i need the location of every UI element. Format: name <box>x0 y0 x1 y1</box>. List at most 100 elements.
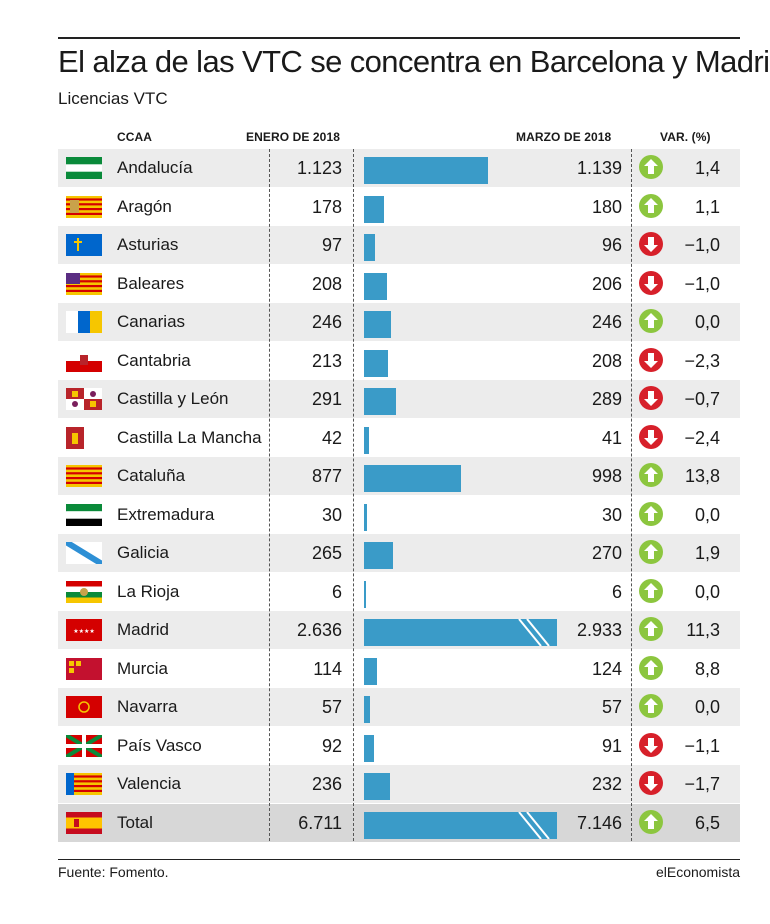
flag-extremadura-icon <box>66 503 102 526</box>
bar <box>364 542 394 569</box>
march-value: 206 <box>591 273 622 294</box>
arrow-down-icon <box>639 732 663 757</box>
table-row: País Vasco 92 91 −1,1 <box>58 727 740 765</box>
region-name: Madrid <box>117 620 169 639</box>
january-value: 92 <box>321 735 342 756</box>
january-value: 57 <box>321 697 342 717</box>
march-value: 96 <box>601 235 622 255</box>
variation-value: 1,4 <box>694 158 720 178</box>
region-name: Murcia <box>117 658 169 678</box>
flag-cataluna-icon <box>66 465 102 487</box>
variation-value: 11,3 <box>686 620 720 640</box>
region-name: Castilla La Mancha <box>117 427 262 447</box>
january-value: 97 <box>321 235 342 255</box>
arrow-up-icon <box>639 501 663 526</box>
column-header-marzo: MARZO DE 2018 <box>516 130 612 144</box>
bar <box>364 811 557 839</box>
march-value: 6 <box>611 581 622 602</box>
march-value: 289 <box>591 389 622 409</box>
bar <box>364 657 377 685</box>
flag-castilla-la-mancha-icon <box>66 426 102 449</box>
table-row: Baleares 208 206 −1,0 <box>58 265 740 303</box>
flag-valencia-icon <box>66 773 102 795</box>
svg-text:★★★★: ★★★★ <box>73 628 95 635</box>
flag-madrid-icon: ★★★★ <box>66 619 102 641</box>
table-row: Cantabria 213 208 −2,3 <box>58 342 740 380</box>
region-name: Total <box>117 812 153 832</box>
variation-value: 6,5 <box>694 812 720 833</box>
arrow-down-icon <box>639 270 663 295</box>
table-row: Valencia 236 232 −1,7 <box>58 765 740 803</box>
variation-value: 13,8 <box>684 466 720 486</box>
january-value: 236 <box>311 774 342 794</box>
arrow-up-icon <box>639 540 663 564</box>
flag-la-rioja-icon <box>66 580 102 603</box>
table-row: Asturias 97 96 −1,0 <box>58 226 740 264</box>
bar <box>364 157 488 184</box>
variation-value: −1,0 <box>684 273 720 294</box>
column-header-var: VAR. (%) <box>660 130 711 144</box>
march-value: 124 <box>591 658 622 679</box>
march-value: 1.139 <box>576 158 622 178</box>
arrow-down-icon <box>639 347 663 372</box>
flag-canarias-icon <box>66 311 102 333</box>
dashed-divider <box>353 149 354 841</box>
column-header-ccaa: CCAA <box>117 130 153 144</box>
january-value: 178 <box>311 196 342 217</box>
arrow-up-icon <box>639 809 663 834</box>
table-row: Castilla La Mancha 42 41 −2,4 <box>58 419 740 457</box>
flag-espana-icon <box>66 811 102 834</box>
bar <box>364 465 461 492</box>
bar <box>364 503 368 531</box>
variation-value: 1,1 <box>694 196 720 217</box>
bar <box>364 272 387 300</box>
dashed-divider <box>269 149 270 841</box>
variation-value: −0,7 <box>684 389 720 409</box>
region-name: País Vasco <box>117 735 202 755</box>
january-value: 213 <box>311 350 342 371</box>
january-value: 265 <box>311 543 342 563</box>
march-value: 246 <box>591 312 622 332</box>
arrow-up-icon <box>639 578 663 603</box>
flag-castilla-leon-icon <box>66 388 102 410</box>
arrow-up-icon <box>639 155 663 179</box>
march-value: 7.146 <box>576 812 622 833</box>
region-name: Baleares <box>117 273 185 293</box>
march-value: 270 <box>591 543 622 563</box>
flag-galicia-icon <box>66 542 102 564</box>
table-row: Extremadura 30 30 0,0 <box>58 496 740 534</box>
january-value: 2.636 <box>296 620 342 640</box>
january-value: 208 <box>311 273 342 294</box>
table-row: Aragón 178 180 1,1 <box>58 188 740 226</box>
table-row: Navarra 57 57 0,0 <box>58 688 740 726</box>
january-value: 877 <box>311 466 342 486</box>
arrow-down-icon <box>639 232 663 256</box>
variation-value: 1,9 <box>694 543 720 563</box>
march-value: 41 <box>601 427 622 448</box>
source-note: Fuente: Fomento. <box>58 864 169 880</box>
table-row: Murcia 114 124 8,8 <box>58 650 740 688</box>
top-rule <box>58 37 740 39</box>
bottom-rule <box>58 859 740 860</box>
region-name: Navarra <box>117 697 178 716</box>
bar <box>364 388 397 415</box>
bar <box>364 234 375 261</box>
january-value: 6 <box>331 581 342 602</box>
march-value: 91 <box>601 735 622 756</box>
flag-navarra-icon <box>66 696 102 718</box>
january-value: 114 <box>313 658 342 679</box>
table-row: ★★★★ Madrid 2.636 2.933 11,3 <box>58 611 740 649</box>
march-value: 998 <box>591 466 622 486</box>
flag-aragon-icon <box>66 195 102 218</box>
arrow-up-icon <box>639 694 663 718</box>
march-value: 30 <box>601 504 622 525</box>
variation-value: −1,0 <box>684 235 720 255</box>
bar <box>364 619 557 646</box>
column-header-enero: ENERO DE 2018 <box>246 130 341 144</box>
region-name: Cataluña <box>117 466 186 485</box>
region-name: Aragón <box>117 196 172 216</box>
region-name: Cantabria <box>117 350 191 370</box>
variation-value: 0,0 <box>694 697 720 717</box>
march-value: 208 <box>591 350 622 371</box>
flag-murcia-icon <box>66 657 102 680</box>
